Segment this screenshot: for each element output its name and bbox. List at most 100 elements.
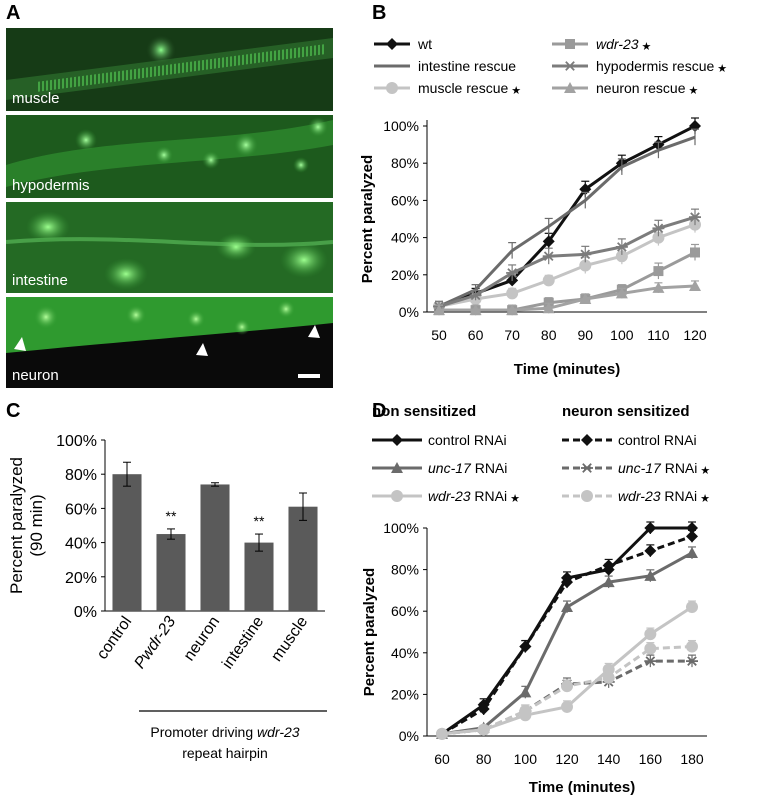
legend-label: intestine rescue [418,58,516,74]
diamond-marker [391,434,403,446]
legend-label: unc-17 RNAi [428,460,507,476]
x-tick-label: 90 [577,327,593,343]
star-marker [689,212,701,222]
hypodermis-image [6,115,333,198]
muscle-label: muscle [12,90,60,107]
star-marker [644,656,657,666]
circle-marker [644,642,657,655]
triangle-marker [602,576,615,588]
x-axis-title: Time (minutes) [514,361,620,378]
circle-marker [561,700,573,713]
series-line [438,124,696,308]
legend-label: muscle rescue [418,80,508,96]
circle-marker [602,663,615,676]
y-tick-label: 80% [391,562,419,578]
y-tick-label: 80% [391,155,419,171]
circle-marker [519,705,532,718]
star-marker [506,268,519,278]
legend-label: neuron rescue [596,80,686,96]
star-stroke [653,223,664,234]
circle-marker [686,640,698,653]
y-tick-label: 40% [391,645,419,661]
star-stroke [687,656,697,666]
legend-label: wt [417,36,432,52]
star-stroke [690,212,700,222]
y-tick-label: 60% [391,192,419,208]
y-tick-label: 20% [391,686,419,702]
y-tick-label: 20% [391,267,419,283]
chart-d: 0% 20% 40% 60% 80% 100% 60 80 100 120 140 160 180 Tim… [361,403,710,796]
star-marker [652,223,665,234]
y-tick-label: 60% [65,501,97,518]
x-tick-label: 160 [639,751,663,767]
square-marker [690,247,700,258]
x-tick-label: 100 [514,751,538,767]
square-marker [565,39,575,49]
significance-label: ** [166,508,177,524]
x-tick-label: Pwdr-23 [131,613,179,671]
series-line [438,215,696,308]
muscle-micrograph: muscle [6,28,333,111]
diamond-marker [644,522,657,534]
circle-marker [581,490,593,502]
circle-marker [506,287,519,300]
significance-label: ** [254,513,265,529]
star-stroke [580,249,591,260]
triangle-marker [686,546,698,558]
x-tick-label: 180 [680,751,704,767]
x-axis-title-line2: repeat hairpin [182,745,268,761]
legend-header: non sensitized [372,403,476,420]
legend-significance-icon: ★ [511,85,521,97]
x-tick-label: 100 [610,327,634,343]
circle-marker [615,250,628,263]
x-tick-label: 110 [647,327,670,343]
bar [244,542,274,611]
legend-label: control RNAi [618,432,697,448]
star-marker [615,242,628,252]
triangle-marker [579,292,592,304]
star-stroke [582,463,592,473]
intestine-image [6,202,333,293]
x-axis-title: Promoter driving wdr-23 [150,724,299,740]
y-axis-title: Percent paralyzed [359,155,376,283]
legend-significance-icon: ★ [510,493,520,505]
x-tick-label: 140 [597,751,621,767]
star-marker [581,463,593,473]
diamond-marker [644,544,657,557]
y-tick-label: 60% [391,603,419,619]
star-stroke [470,290,481,301]
legend-significance-icon: ★ [717,63,727,75]
star-marker [469,290,482,301]
series-line [441,605,693,736]
circle-marker [652,231,665,244]
triangle-marker [652,281,665,293]
legend-label: wdr-23 [596,36,639,52]
triangle-marker [433,304,445,316]
y-axis-title: Percent paralyzed [7,457,26,594]
diamond-marker [542,235,555,248]
y-tick-label: 20% [65,570,97,587]
star-stroke [617,242,627,252]
diamond-marker [581,434,593,446]
legend-label: control RNAi [428,432,507,448]
series-line [439,284,696,312]
bar [156,534,186,611]
y-tick-label: 80% [65,467,97,484]
y-tick-label: 100% [383,520,419,536]
y-tick-label: 40% [65,536,97,553]
circle-marker [561,680,573,693]
triangle-marker [542,302,555,314]
legend-label: hypodermis rescue [596,58,714,74]
triangle-marker [615,287,628,299]
triangle-marker [564,82,576,93]
x-tick-label: 60 [434,751,450,767]
diamond-marker [686,530,698,543]
circle-marker [436,727,448,740]
diamond-marker [477,702,490,715]
diamond-marker [602,559,615,572]
circle-marker [602,671,615,684]
y-axis-title-line2: (90 min) [27,494,46,556]
intestine-micrograph: intestine [6,202,333,293]
neuron-label: neuron [12,367,59,384]
muscle-image [6,28,333,111]
